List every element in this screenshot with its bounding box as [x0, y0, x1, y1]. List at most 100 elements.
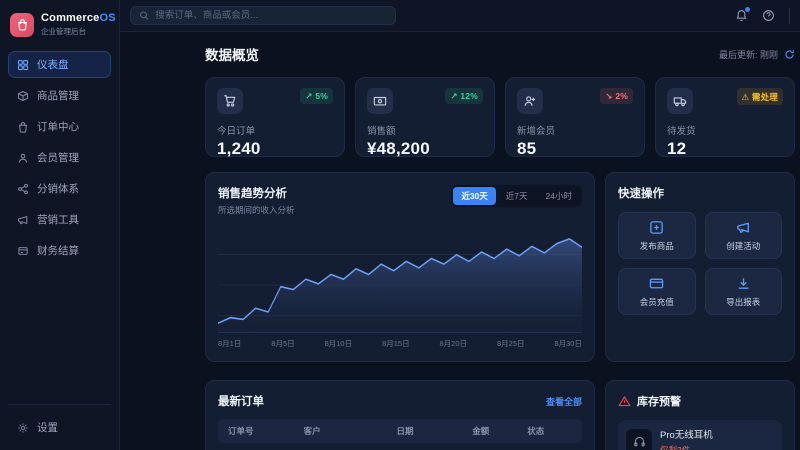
table-row[interactable]: #ORD-00921 J. Smith 2023-10-24 ¥120.50 已…	[218, 443, 582, 450]
stock-warning: 仅剩3件	[660, 445, 691, 450]
member-recharge-button[interactable]: 会员充值	[618, 268, 696, 315]
column-header: 金额	[472, 426, 490, 436]
sidebar-item-products[interactable]: 商品管理	[8, 82, 111, 109]
stat-card-new-members: ↘ 2% 新增会员 85	[505, 77, 645, 158]
notifications-button[interactable]	[735, 7, 750, 22]
user-add-icon	[517, 88, 543, 114]
x-tick: 8月1日	[218, 339, 242, 348]
column-header: 状态	[527, 426, 545, 436]
quick-action-label: 会员充值	[639, 296, 674, 307]
headphones-icon	[626, 428, 652, 450]
banknote-icon	[367, 88, 393, 114]
x-tick: 8月15日	[382, 339, 410, 348]
dashboard-content: 数据概览 最后更新: 刚刚 ↗ 5% 今日订单 1,240	[120, 32, 800, 450]
sidebar-item-finance[interactable]: 财务结算	[8, 237, 111, 264]
quick-action-label: 发布商品	[639, 240, 674, 251]
trend-badge: ↘ 2%	[600, 88, 633, 104]
global-search[interactable]	[130, 6, 396, 25]
range-tab-30d[interactable]: 近30天	[453, 187, 496, 205]
sidebar-item-label: 财务结算	[37, 245, 79, 257]
sales-trend-card: 销售趋势分析 所选期间的收入分析 近30天 近7天 24小时	[205, 172, 595, 362]
storefront-icon	[17, 19, 27, 31]
publish-product-button[interactable]: 发布商品	[618, 212, 696, 259]
sidebar-nav: 仪表盘 商品管理 订单中心 会员管理 分销体系 营销工具 财务结算	[8, 51, 111, 394]
range-tabs: 近30天 近7天 24小时	[451, 185, 582, 207]
column-header: 日期	[396, 426, 414, 436]
inventory-title: 库存预警	[637, 396, 681, 408]
stats-row: ↗ 5% 今日订单 1,240 ↗ 12% 销售额 ¥48,200	[205, 77, 795, 158]
stat-label: 新增会员	[517, 126, 556, 137]
x-tick: 8月20日	[439, 339, 468, 348]
x-tick: 8月10日	[324, 339, 353, 348]
view-all-link[interactable]: 查看全部	[545, 396, 582, 407]
sidebar-item-settings[interactable]: 设置	[8, 415, 111, 440]
sidebar-item-dashboard[interactable]: 仪表盘	[8, 51, 111, 78]
sidebar-footer: 设置	[8, 404, 111, 440]
stat-label: 今日订单	[217, 126, 256, 137]
stat-value: ¥48,200	[367, 139, 430, 158]
main-area: 数据概览 最后更新: 刚刚 ↗ 5% 今日订单 1,240	[120, 0, 800, 450]
latest-orders-card: 最新订单 查看全部 订单号 客户 日期 金额 状态 #ORD-00921 J. …	[205, 380, 595, 450]
middle-row: 销售趋势分析 所选期间的收入分析 近30天 近7天 24小时	[205, 172, 795, 362]
x-tick: 8月25日	[497, 339, 525, 348]
sidebar-item-label: 订单中心	[37, 121, 79, 133]
chart-area-fill	[218, 238, 582, 332]
chart-title: 销售趋势分析	[218, 188, 287, 200]
help-button[interactable]	[762, 9, 775, 22]
sidebar-item-label: 会员管理	[37, 152, 79, 164]
sidebar-item-label: 分销体系	[37, 183, 79, 195]
bell-icon	[736, 10, 747, 22]
stat-card-sales: ↗ 12% 销售额 ¥48,200	[355, 77, 495, 158]
bag-icon	[17, 121, 29, 133]
gear-icon	[17, 422, 29, 434]
inventory-item[interactable]: Pro无线耳机 仅剩3件	[618, 420, 782, 450]
chart-line	[218, 237, 582, 325]
orders-table-header: 订单号 客户 日期 金额 状态	[218, 419, 582, 443]
plus-square-icon	[649, 220, 664, 235]
column-header: 订单号	[228, 426, 254, 436]
stat-card-pending-shipment: ⚠ 需处理 待发货 12	[655, 77, 795, 158]
product-name: Pro无线耳机	[660, 430, 713, 441]
x-tick: 8月30日	[554, 339, 582, 348]
sidebar-item-marketing[interactable]: 营销工具	[8, 206, 111, 233]
download-icon	[736, 276, 751, 291]
cart-icon	[217, 88, 243, 114]
x-tick: 8月5日	[271, 339, 295, 348]
sidebar-item-orders[interactable]: 订单中心	[8, 113, 111, 140]
last-updated: 最后更新: 刚刚	[719, 48, 795, 61]
quick-action-label: 导出报表	[726, 296, 761, 307]
orders-title: 最新订单	[218, 396, 264, 408]
quick-action-label: 创建活动	[726, 240, 761, 251]
megaphone-icon	[736, 220, 751, 235]
last-updated-text: 最后更新: 刚刚	[718, 49, 778, 60]
range-tab-24h[interactable]: 24小时	[545, 191, 572, 201]
search-input[interactable]	[155, 10, 387, 21]
sidebar-item-label: 商品管理	[37, 90, 79, 102]
search-icon	[140, 11, 149, 20]
sidebar: CommerceOS 企业管理后台 仪表盘 商品管理 订单中心 会员管理 分销体…	[0, 0, 120, 450]
users-icon	[17, 152, 29, 164]
stat-label: 销售额	[367, 126, 396, 137]
topbar	[120, 0, 800, 32]
share-network-icon	[17, 183, 29, 195]
brand-logo: CommerceOS 企业管理后台	[8, 10, 116, 51]
sidebar-item-label: 仪表盘	[37, 59, 69, 71]
trend-badge: ⚠ 需处理	[736, 88, 783, 105]
wallet-icon	[17, 245, 29, 257]
brand-subtitle: 企业管理后台	[41, 27, 86, 36]
stat-value: 1,240	[217, 139, 261, 158]
refresh-button[interactable]	[784, 49, 795, 60]
export-report-button[interactable]: 导出报表	[704, 268, 782, 315]
stat-label: 待发货	[667, 126, 696, 137]
topbar-divider	[789, 7, 790, 24]
notification-dot	[745, 7, 750, 12]
inventory-alert-card: 库存预警 Pro无线耳机 仅剩3件	[605, 380, 795, 450]
question-circle-icon	[763, 10, 774, 21]
sidebar-item-distribution[interactable]: 分销体系	[8, 175, 111, 202]
warning-triangle-icon	[618, 395, 631, 408]
quick-actions-title: 快速操作	[618, 188, 664, 200]
range-tab-7d[interactable]: 近7天	[505, 191, 528, 201]
quick-actions-card: 快速操作 发布商品 创建活动 会员充值	[605, 172, 795, 362]
create-campaign-button[interactable]: 创建活动	[704, 212, 782, 259]
sidebar-item-members[interactable]: 会员管理	[8, 144, 111, 171]
